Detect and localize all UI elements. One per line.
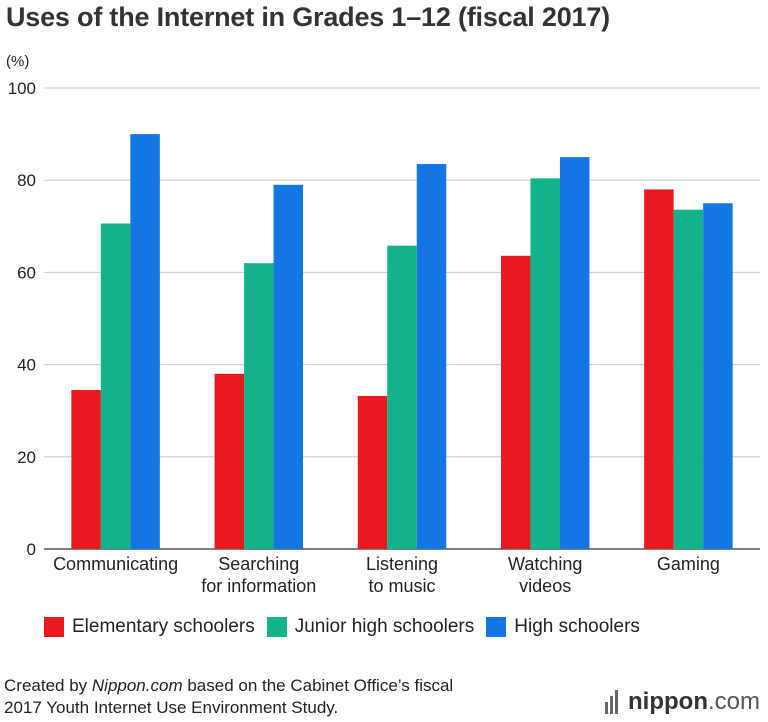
y-tick-label: 60 [17,263,36,282]
y-tick-label: 0 [27,540,36,559]
y-tick-label: 40 [17,356,36,375]
legend-label: High schoolers [514,616,640,637]
chart-title: Uses of the Internet in Grades 1–12 (fis… [6,2,610,32]
bar-high-schoolers-3 [559,157,590,549]
bar-elementary-schoolers-1 [214,373,245,549]
bar-junior-high-schoolers-1 [244,263,274,549]
legend-item: Junior high schoolers [266,616,475,638]
bar-high-schoolers-2 [416,164,447,549]
bar-junior-high-schoolers-0 [100,223,131,549]
bar-junior-high-schoolers-4 [673,209,704,550]
source-note: Created by Nippon.com based on the Cabin… [4,676,454,717]
bar-chart: (%) 0 20 40 60 80 100 Communicating Searchingfo… [6,53,760,596]
legend-item: Elementary schoolers [44,616,255,638]
source-site: Nippon.com [91,676,183,695]
bar-high-schoolers-1 [273,184,304,549]
x-tick-label: Listening [366,554,438,574]
brand-name: nippon [628,688,708,715]
bar-junior-high-schoolers-3 [530,178,560,549]
bar-elementary-schoolers-3 [500,255,531,549]
x-tick-label: for information [201,576,316,596]
legend-swatch [266,617,287,637]
x-tick-label: Gaming [657,554,720,574]
brand-suffix: .com [707,688,760,715]
x-tick-label: Watching [508,554,582,574]
y-tick-label: 20 [17,448,36,467]
legend-swatch [44,617,64,637]
legend-label: Elementary schoolers [72,616,255,637]
legend-label: Junior high schoolers [294,616,475,637]
y-tick-label: 100 [8,79,36,98]
x-tick-label: Searching [218,554,299,574]
nippon-logo-icon [605,690,620,714]
nippon-logo: nippon .com [605,688,760,716]
y-axis: (%) 0 20 40 60 80 100 [6,53,36,559]
bar-elementary-schoolers-4 [644,189,674,550]
y-axis-unit-label: (%) [6,53,29,70]
x-tick-label: Communicating [53,554,178,574]
y-tick-label: 80 [17,171,36,190]
x-tick-label: videos [519,576,571,596]
bar-elementary-schoolers-2 [357,395,388,549]
legend-item: High schoolers [486,616,640,638]
bar-high-schoolers-0 [130,134,160,549]
bar-high-schoolers-4 [703,203,733,549]
bars [71,134,733,550]
x-tick-label: to music [368,576,435,596]
bar-elementary-schoolers-0 [71,389,101,549]
bar-junior-high-schoolers-2 [387,245,417,550]
legend: Elementary schoolers Junior high schooler… [44,616,652,638]
legend-swatch [486,617,507,637]
